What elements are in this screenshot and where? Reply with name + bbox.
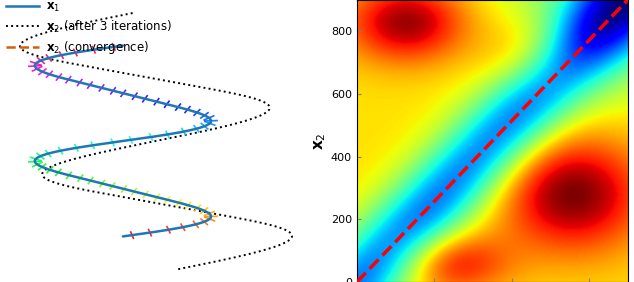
- Legend: $\mathbf{x}_1$, $\mathbf{x}_2$ (after 3 iterations), $\mathbf{x}_2$ (convergence: $\mathbf{x}_1$, $\mathbf{x}_2$ (after 3 …: [6, 0, 172, 56]
- Y-axis label: $\mathbf{x}_2$: $\mathbf{x}_2$: [313, 132, 328, 150]
